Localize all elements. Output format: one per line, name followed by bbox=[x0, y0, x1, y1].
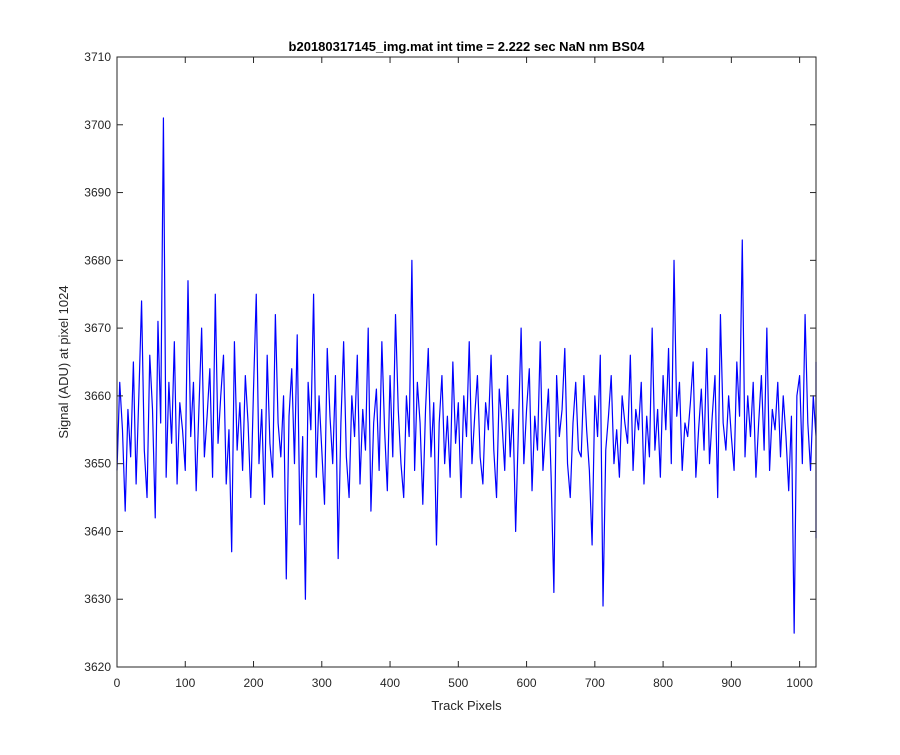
x-tick-label: 700 bbox=[585, 676, 605, 690]
x-axis-label: Track Pixels bbox=[431, 698, 502, 713]
series-line bbox=[116, 117, 817, 634]
y-tick-label: 3710 bbox=[84, 50, 111, 64]
x-tick-label: 300 bbox=[312, 676, 332, 690]
y-tick-label: 3660 bbox=[84, 389, 111, 403]
y-tick-label: 3650 bbox=[84, 457, 111, 471]
x-tick-label: 1000 bbox=[786, 676, 813, 690]
x-tick-label: 200 bbox=[244, 676, 264, 690]
axes-box bbox=[116, 56, 817, 668]
x-tick-label: 500 bbox=[448, 676, 468, 690]
plot-area bbox=[117, 57, 816, 667]
y-axis: 3620 3630 3640 3650 3660 3670 3680 3690 3700 3710 bbox=[84, 50, 816, 674]
chart-title: b20180317145_img.mat int time = 2.222 se… bbox=[289, 39, 646, 54]
y-tick-label: 3690 bbox=[84, 186, 111, 200]
y-tick-label: 3620 bbox=[84, 660, 111, 674]
y-tick-label: 3670 bbox=[84, 321, 111, 335]
x-axis: 0 100 200 300 400 500 600 700 800 900 1000 bbox=[114, 57, 813, 690]
data-layer bbox=[116, 117, 817, 634]
y-tick-label: 3680 bbox=[84, 253, 111, 267]
y-tick-label: 3630 bbox=[84, 592, 111, 606]
x-tick-label: 900 bbox=[721, 676, 741, 690]
x-tick-label: 800 bbox=[653, 676, 673, 690]
y-tick-label: 3700 bbox=[84, 118, 111, 132]
y-axis-label: Signal (ADU) at pixel 1024 bbox=[56, 285, 71, 438]
x-tick-label: 400 bbox=[380, 676, 400, 690]
x-tick-label: 600 bbox=[517, 676, 537, 690]
x-tick-label: 100 bbox=[175, 676, 195, 690]
x-tick-label: 0 bbox=[114, 676, 121, 690]
y-tick-label: 3640 bbox=[84, 524, 111, 538]
